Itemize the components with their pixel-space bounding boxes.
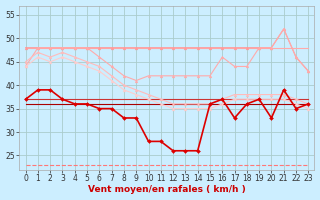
X-axis label: Vent moyen/en rafales ( km/h ): Vent moyen/en rafales ( km/h ) [88,185,246,194]
